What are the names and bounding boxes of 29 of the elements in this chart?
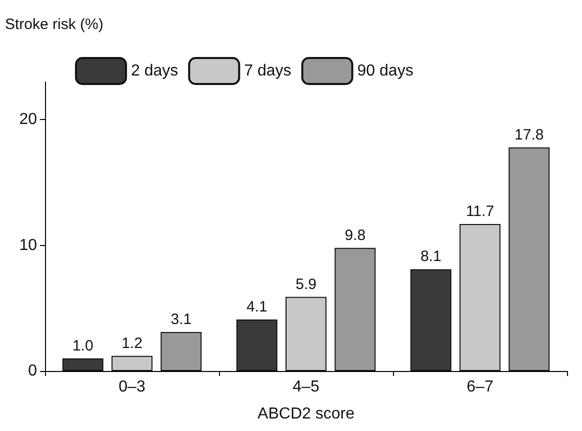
legend-label: 90 days [357,62,414,80]
x-tick-label: 4–5 [292,378,320,396]
x-tick-label: 6–7 [466,378,494,396]
bar [410,269,452,371]
bar [236,319,278,371]
bar [112,356,152,371]
data-label: 9.8 [344,226,366,244]
y-axis-title: Stroke risk (%) [5,16,104,33]
x-axis-title: ABCD2 score [258,406,355,422]
bar [160,332,202,371]
data-label: 11.7 [466,202,494,220]
legend-label: 7 days [244,62,292,80]
bar [286,296,326,371]
y-tick-label: 10 [19,236,38,254]
y-tick-label: 0 [28,362,38,380]
data-label: 1.0 [72,337,94,354]
bar [460,224,500,371]
y-tick-label: 20 [19,111,38,128]
x-tick-label: 0–3 [118,378,146,396]
bar [508,147,550,371]
data-label: 5.9 [296,276,316,293]
data-label: 8.1 [420,248,442,266]
legend-label: 2 days [131,62,178,80]
data-label: 17.8 [514,126,544,144]
data-label: 4.1 [246,298,268,316]
bar [334,248,376,371]
bar [62,358,104,371]
data-label: 1.2 [122,334,142,352]
data-label: 3.1 [170,311,192,328]
